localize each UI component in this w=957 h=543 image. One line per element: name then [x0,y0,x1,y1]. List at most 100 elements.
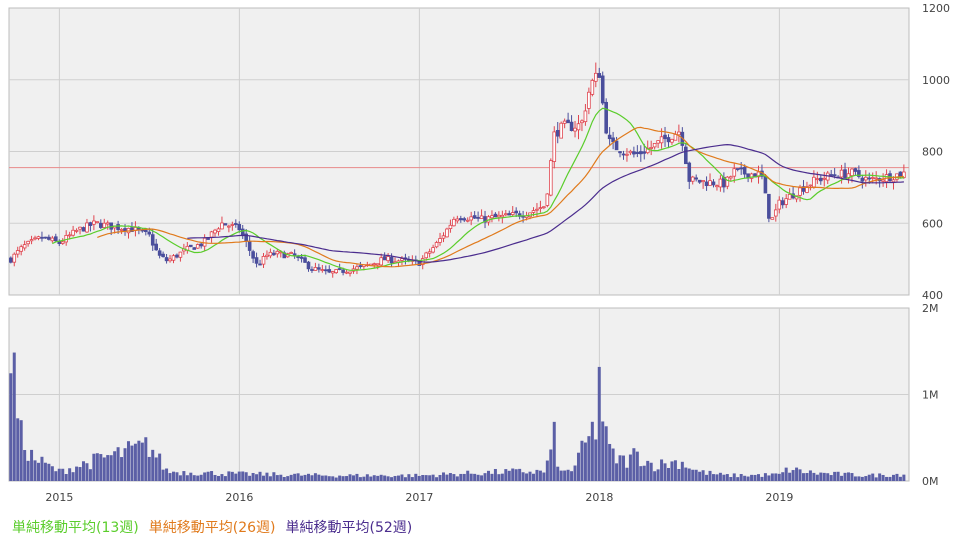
candle-body [150,234,155,246]
candle-body [805,186,809,193]
candle-body [503,213,508,216]
legend-ma26[interactable]: 単純移動平均(26週) [148,520,276,536]
volume-bar [725,474,729,481]
volume-bar [151,449,155,481]
candle-body [275,250,280,255]
candle-body [694,177,698,180]
volume-bar [133,443,137,481]
candle-body [798,187,802,196]
ma13-line [52,107,904,271]
volume-bar [414,473,418,481]
candle-body [330,271,335,274]
volume-bar [753,474,757,481]
candle-body [815,178,820,181]
volume-bar [663,463,667,481]
volume-bar [54,471,58,481]
volume-bar [653,471,657,481]
volume-bar [791,470,795,481]
volume-bar [64,473,68,481]
candle-body [864,176,868,181]
candle-body [701,180,705,183]
volume-bar [649,462,653,481]
volume-bar [140,442,144,481]
volume-bar [476,474,480,481]
candle-body [510,212,515,215]
candle-body [8,257,13,263]
chart-legend: 単純移動平均(13週) 単純移動平均(26週) 単純移動平均(52週) [12,515,412,539]
candle-body [344,271,349,274]
volume-bar [424,475,428,481]
candle-body [469,216,473,221]
candle-body [614,140,619,151]
candle-body [247,240,252,251]
candle-body [54,236,58,242]
candle-body [178,251,183,258]
candle-body [645,147,650,154]
candle-body [26,240,30,245]
candle-body [289,252,293,254]
candle-body [763,176,768,194]
volume-bar [78,467,82,481]
volume-bar [417,475,421,481]
candle-body [12,253,17,263]
candle-body [334,269,338,274]
volume-bar [137,440,141,481]
volume-bar [43,462,47,481]
volume-bar [293,473,297,481]
volume-bar [660,459,664,481]
candle-body [812,176,816,188]
candle-body [607,134,612,140]
candle-body [829,174,833,176]
volume-bar [334,477,338,481]
volume-bar-layer [9,352,906,481]
volume-bar [19,420,23,481]
candle-body [881,179,885,182]
candle-body [583,110,588,123]
volume-bar [493,468,497,481]
candle-body [559,122,563,139]
volume-bar [189,472,193,481]
volume-bar [646,460,650,481]
volume-bar [497,474,501,481]
candle-body [649,147,653,149]
candle-body [732,168,737,177]
volume-bar [144,437,148,481]
volume-bar [438,474,442,481]
volume-bar [559,470,563,481]
candle-body [545,193,550,206]
volume-bar [756,474,760,481]
candle-body [580,120,584,124]
legend-ma52[interactable]: 単純移動平均(52週) [285,520,413,536]
volume-bar [61,468,65,481]
volume-bar [396,475,400,481]
legend-ma13[interactable]: 単純移動平均(13週) [12,520,139,536]
volume-bar [763,473,767,481]
candle-body [632,151,636,155]
volume-bar [902,474,906,481]
volume-bar [750,474,754,481]
volume-bar [521,472,525,481]
volume-bar [888,476,892,481]
candle-body [105,222,110,225]
candle-body [372,263,377,266]
volume-bar [210,471,214,481]
candle-body [227,225,231,228]
volume-bar [673,460,677,481]
candle-body [455,218,460,222]
volume-bar [327,476,331,481]
candle-body [341,269,345,273]
candle-body [670,138,674,143]
candle-body [500,214,505,218]
volume-bar [230,471,234,481]
candle-body [424,252,428,259]
volume-bar [320,475,324,481]
candle-body [573,127,577,132]
candle-body [465,219,470,222]
candle-body [175,254,179,258]
volume-bar [282,477,286,481]
candle-body [739,167,743,170]
volume-bar [542,472,546,481]
volume-bar [400,474,404,481]
volume-bar [428,475,432,481]
